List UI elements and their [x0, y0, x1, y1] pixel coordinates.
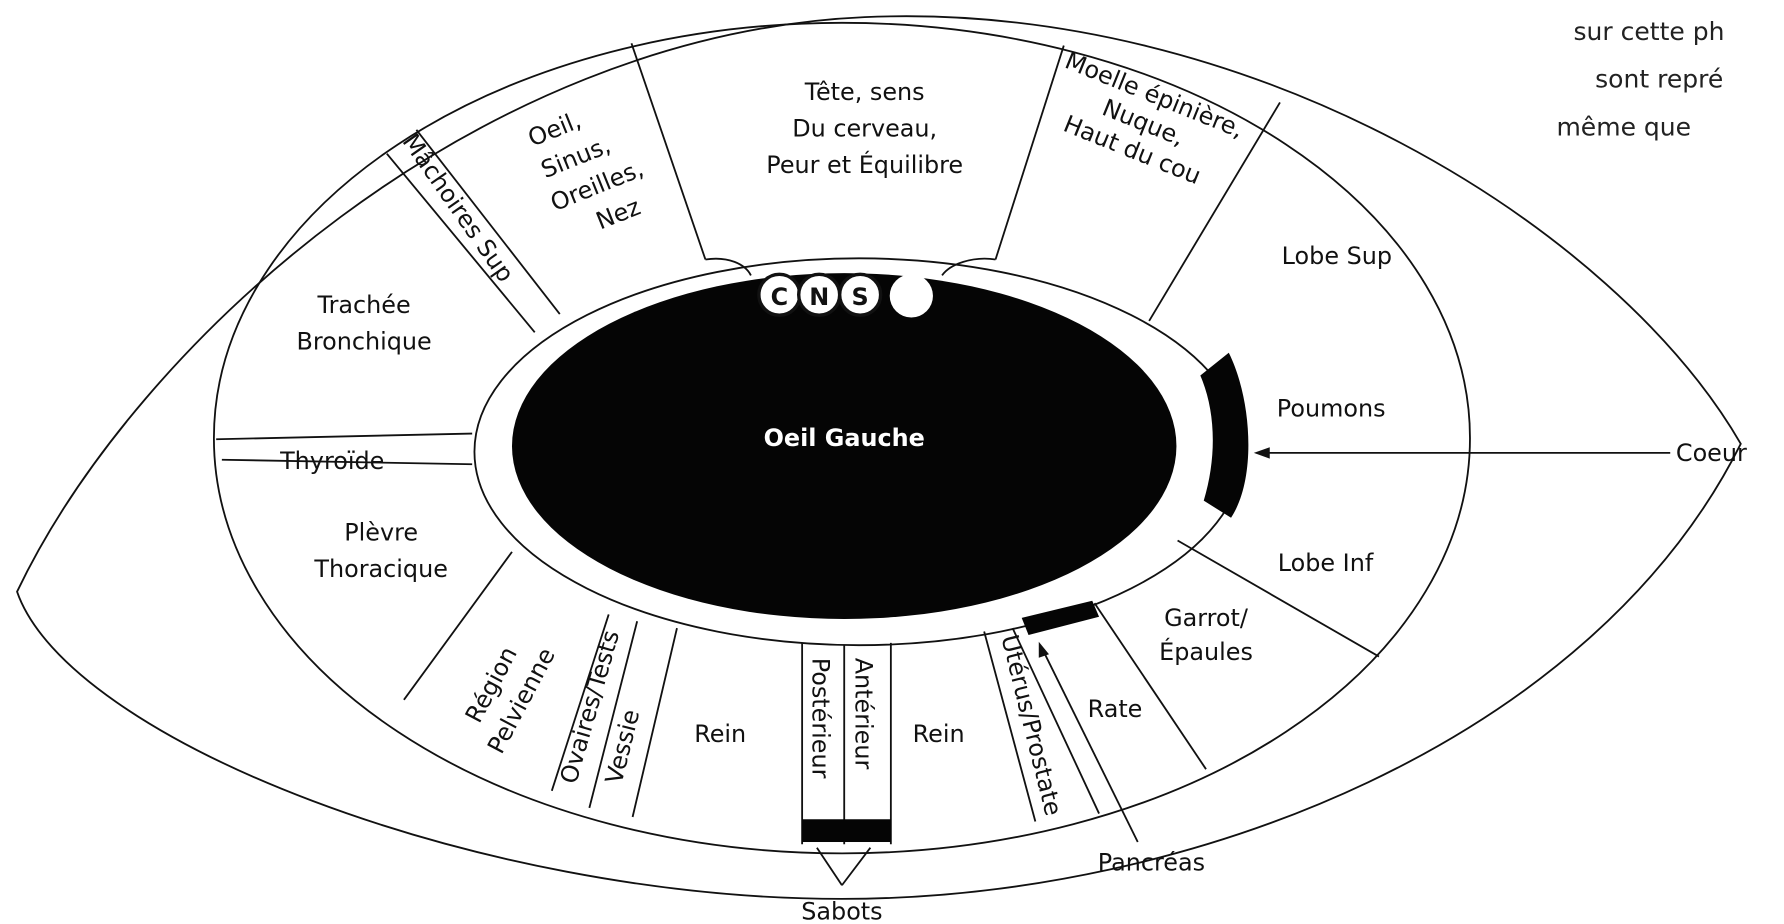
region-label: Thyroïde: [279, 447, 384, 475]
center-label: Oeil Gauche: [764, 424, 925, 452]
heart-zone: [1200, 352, 1249, 518]
pointers: [816, 447, 1671, 886]
region-label: Poumons: [1277, 394, 1386, 422]
cns-marks: [757, 272, 933, 318]
region-label: Utérus/Prostate: [995, 632, 1067, 819]
outer-label: Coeur: [1676, 439, 1747, 467]
region-label: Vessie: [600, 707, 645, 787]
region-label: Antérieur: [850, 658, 878, 770]
region-label: Postérieur: [806, 658, 834, 779]
region-label: Trachée: [317, 291, 411, 319]
region-label: Peur et Équilibre: [766, 150, 963, 179]
region-label: Bronchique: [296, 327, 431, 355]
region-label: Lobe Sup: [1282, 242, 1392, 270]
cns-letter: N: [809, 283, 829, 311]
multiline-labels: Tête, sens Du cerveau, Peur et Équilibre Oe…: [296, 46, 1252, 758]
dividers: [216, 43, 1380, 845]
page-text: sont repré: [1595, 65, 1723, 94]
eye-outline: [16, 15, 1742, 900]
region-label: Tête, sens: [804, 78, 925, 106]
page-text: sur cette ph: [1574, 17, 1725, 46]
region-label: Épaules: [1159, 637, 1253, 666]
region-label: Thoracique: [313, 555, 448, 583]
region-label: Du cerveau,: [792, 115, 937, 143]
pupil: [511, 273, 1177, 620]
region-label: Mâchoires Sup: [397, 129, 520, 288]
pancreas-zone: [1021, 600, 1100, 635]
outer-label: Pancréas: [1098, 848, 1205, 876]
hooves-zone: [802, 819, 891, 843]
cns-letter: C: [771, 283, 789, 311]
region-label: Garrot/: [1164, 604, 1249, 632]
region-label: Rein: [694, 720, 746, 748]
region-label: Rein: [913, 720, 965, 748]
outer-label: Sabots: [801, 897, 882, 924]
cns-letter: S: [852, 283, 869, 311]
region-label: Plèvre: [344, 519, 418, 547]
page-text: même que: [1556, 112, 1691, 141]
region-label: Lobe Inf: [1278, 549, 1374, 577]
region-label: Rate: [1088, 695, 1143, 723]
iris-ring: [212, 21, 1471, 855]
